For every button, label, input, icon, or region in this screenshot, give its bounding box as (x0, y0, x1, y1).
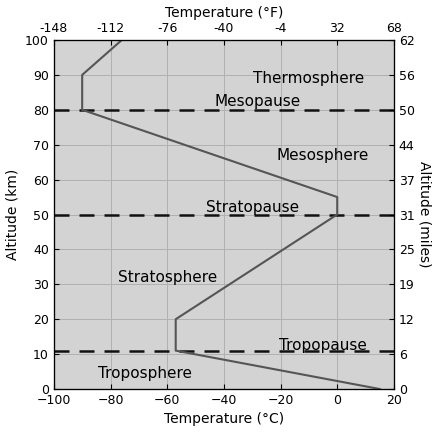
X-axis label: Temperature (°F): Temperature (°F) (165, 6, 283, 19)
Text: Thermosphere: Thermosphere (253, 71, 364, 86)
Text: Stratosphere: Stratosphere (118, 270, 217, 285)
Text: Tropopause: Tropopause (279, 338, 367, 353)
Text: Mesosphere: Mesosphere (277, 148, 369, 163)
X-axis label: Temperature (°C): Temperature (°C) (164, 413, 284, 426)
Y-axis label: Altitude (miles): Altitude (miles) (417, 161, 431, 268)
Y-axis label: Altitude (km): Altitude (km) (6, 169, 20, 260)
Text: Stratopause: Stratopause (206, 200, 299, 215)
Text: Troposphere: Troposphere (97, 366, 191, 381)
Text: Mesopause: Mesopause (215, 94, 301, 108)
